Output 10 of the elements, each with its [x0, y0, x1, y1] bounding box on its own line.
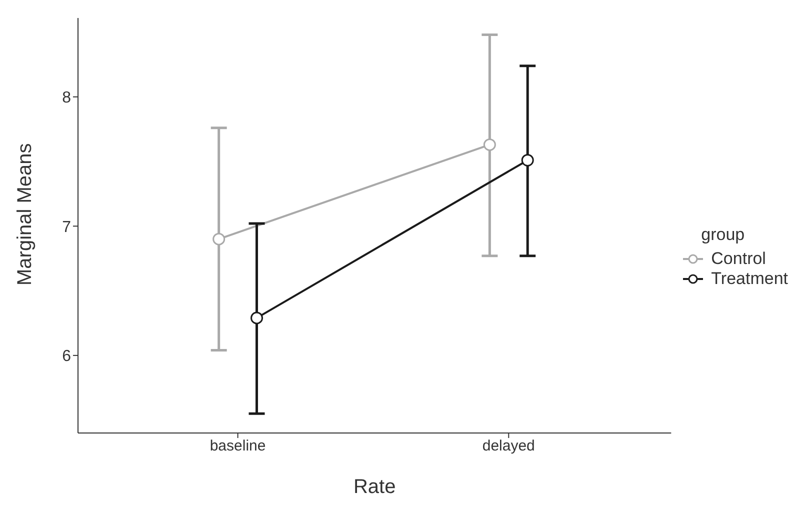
y-axis-title: Marginal Means [14, 143, 36, 286]
y-tick-label: 7 [62, 218, 72, 236]
legend-title: group [701, 224, 746, 244]
x-axis-title: Rate [353, 476, 396, 498]
x-tick-label: delayed [482, 438, 535, 455]
legend-label: Treatment [711, 268, 788, 288]
x-tick-label: baseline [210, 438, 266, 455]
y-tick-label: 6 [62, 348, 72, 366]
y-tick-label: 8 [62, 90, 72, 107]
legend-label: Control [711, 248, 766, 268]
